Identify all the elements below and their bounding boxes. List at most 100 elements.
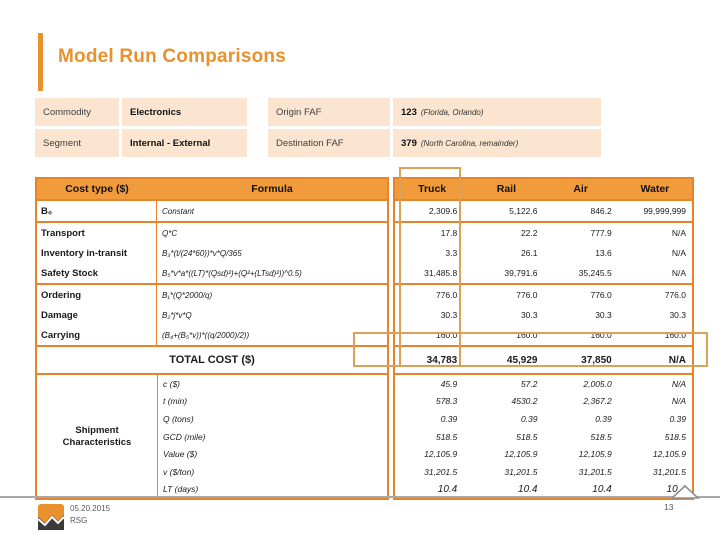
value-cell-rail: 10.4 <box>518 483 538 495</box>
value-cell-rail: 39,791.6 <box>504 268 538 278</box>
faf-info-table: Origin FAF 123 (Florida, Orlando) Destina… <box>268 98 601 157</box>
table-row: 10.4 10.4 10.4 10.4 <box>395 481 692 499</box>
shipment-values-block: 45.9 57.2 2,005.0 N/A 578.3 4530.2 2,367… <box>395 373 692 498</box>
total-water: N/A <box>668 354 686 366</box>
formula-header: Formula <box>251 183 293 195</box>
value-cell-water: 99,999,999 <box>643 206 686 216</box>
table-row: t (min) <box>158 393 387 411</box>
shipment-label-line1: Shipment <box>75 424 119 436</box>
value-cell-truck: 17.8 <box>440 228 458 238</box>
shipment-label-line2: Characteristics <box>62 436 132 448</box>
shipment-var-name: c ($) <box>163 378 180 389</box>
table-row: 12,105.9 12,105.9 12,105.9 12,105.9 <box>395 445 692 463</box>
cost-comparison-section: Cost type ($) Formula B₀ Constant Transp… <box>35 177 694 501</box>
shipment-var-name: LT (days) <box>163 484 199 495</box>
table-row: Safety Stock B₅*v*a*((LT)*(Qsd)²)+(Q²+(L… <box>37 263 387 283</box>
table-row: 160.0 160.0 160.0 160.0 <box>395 325 692 345</box>
value-cell-water: 31,201.5 <box>652 466 686 477</box>
value-cell-air: 846.2 <box>590 206 612 216</box>
footer-divider-line <box>0 496 720 498</box>
formula-cell: B₁*(Q*2000/q) <box>162 290 213 300</box>
title-accent-bar <box>38 33 43 91</box>
value-cell-air: 776.0 <box>590 290 612 300</box>
value-cell-truck: 776.0 <box>435 290 458 300</box>
cost-type-label: Inventory in-transit <box>37 243 157 263</box>
shipment-var-name: t (min) <box>163 396 188 407</box>
value-cell-truck: 2,309.6 <box>428 206 458 216</box>
info-value: Electronics <box>122 98 247 126</box>
table-row: B₀ Constant <box>37 201 387 221</box>
value-cell-rail: 0.39 <box>520 413 538 424</box>
page-title: Model Run Comparisons <box>58 46 286 67</box>
value-cell-rail: 57.2 <box>520 378 538 389</box>
value-cell-air: 518.5 <box>590 431 612 442</box>
value-cell-rail: 160.0 <box>516 330 538 340</box>
table-row: Ordering B₁*(Q*2000/q) <box>37 283 387 305</box>
table-row: Carrying (B₄+(B₅*v))*((q/2000)/2)) <box>37 325 387 345</box>
value-cell-air: 160.0 <box>590 330 612 340</box>
table-row: Q (tons) <box>158 410 387 428</box>
table-row: 30.3 30.3 30.3 30.3 <box>395 305 692 325</box>
footer-org: RSG <box>70 516 88 525</box>
chevron-up-icon <box>670 485 700 499</box>
info-label: Commodity <box>35 98 119 126</box>
table-row: 776.0 776.0 776.0 776.0 <box>395 283 692 305</box>
cost-type-header: Cost type ($) <box>65 183 129 195</box>
value-cell-air: 0.39 <box>595 413 612 424</box>
value-cell-truck: 45.9 <box>440 378 458 389</box>
value-cell-air: 35,245.5 <box>578 268 612 278</box>
formula-cell: Q*C <box>162 228 178 238</box>
cost-type-label: Safety Stock <box>37 263 157 283</box>
table-row: 2,309.6 5,122.6 846.2 99,999,999 <box>395 201 692 221</box>
rail-header: Rail <box>496 183 516 195</box>
total-rail: 45,929 <box>506 354 538 366</box>
info-value-text: Internal - External <box>130 137 211 149</box>
total-cost-values-row: 34,783 45,929 37,850 N/A <box>395 345 692 373</box>
info-value: 123 (Florida, Orlando) <box>393 98 601 126</box>
table-row: v ($/ton) <box>158 463 387 481</box>
table-row: Value ($) <box>158 445 387 463</box>
info-label: Destination FAF <box>268 129 390 157</box>
table-row: Damage B₂*j*v*Q <box>37 305 387 325</box>
info-label: Origin FAF <box>268 98 390 126</box>
formula-cell: (B₄+(B₅*v))*((q/2000)/2)) <box>162 330 250 340</box>
table-row: Transport Q*C <box>37 221 387 243</box>
value-cell-water: N/A <box>671 248 686 258</box>
value-cell-truck: 3.3 <box>445 248 458 258</box>
value-cell-water: 160.0 <box>664 330 686 340</box>
value-cell-truck: 31,201.5 <box>424 466 458 477</box>
value-cell-truck: 0.39 <box>440 413 458 424</box>
value-cell-water: N/A <box>671 396 686 407</box>
formula-cell: B₅*v*a*((LT)*(Qsd)²)+(Q²+(LTsd)²))^0.5) <box>162 268 302 278</box>
table-row: LT (days) <box>158 481 387 499</box>
cost-type-label: Damage <box>37 305 157 325</box>
rsg-logo <box>38 504 64 530</box>
table-header-row: Truck Rail Air Water <box>395 179 692 201</box>
value-cell-water: 10.4 <box>666 483 686 495</box>
table-row: Inventory in-transit B₃*(t/(24*60))*v*Q/… <box>37 243 387 263</box>
table-row: 45.9 57.2 2,005.0 N/A <box>395 375 692 393</box>
value-cell-rail: 26.1 <box>520 248 538 258</box>
value-cell-rail: 4530.2 <box>511 396 538 407</box>
shipment-var-name: Value ($) <box>163 449 198 460</box>
total-truck: 34,783 <box>426 354 458 366</box>
value-cell-rail: 22.2 <box>520 228 538 238</box>
mode-values-table: Truck Rail Air Water 2,309.6 5,122.6 846… <box>393 177 694 501</box>
value-cell-air: 2,005.0 <box>583 378 612 389</box>
value-cell-rail: 30.3 <box>520 310 538 320</box>
commodity-info-table: Commodity Electronics Segment Internal -… <box>35 98 247 157</box>
shipment-characteristics-label: Shipment Characteristics <box>37 375 158 499</box>
value-cell-rail: 31,201.5 <box>504 466 538 477</box>
value-cell-truck: 10.4 <box>437 483 458 495</box>
value-cell-truck: 30.3 <box>440 310 458 320</box>
shipment-variable-names: c ($) t (min) Q (tons) GCD (mile) Value … <box>158 375 387 498</box>
value-cell-rail: 12,105.9 <box>504 449 538 460</box>
cost-type-label: Ordering <box>37 285 157 305</box>
value-cell-truck: 12,105.9 <box>424 449 458 460</box>
value-cell-air: 10.4 <box>592 483 612 495</box>
value-cell-rail: 5,122.6 <box>509 206 538 216</box>
total-air: 37,850 <box>581 354 612 366</box>
table-row: 0.39 0.39 0.39 0.39 <box>395 410 692 428</box>
cost-type-label: Transport <box>37 223 157 243</box>
